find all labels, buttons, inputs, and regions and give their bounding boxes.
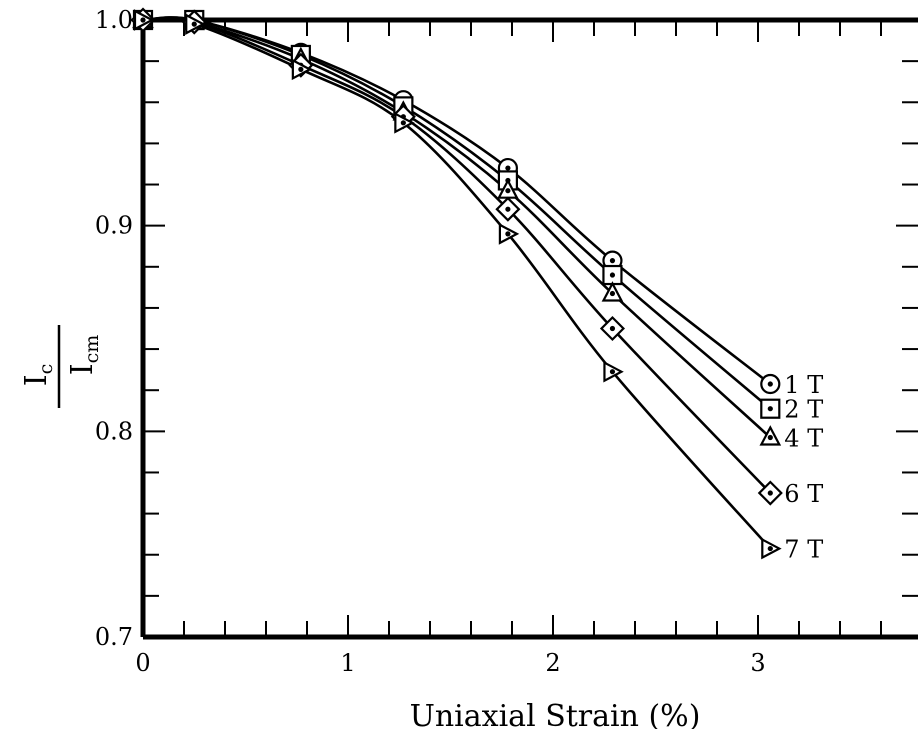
x-axis-title: Uniaxial Strain (%) — [410, 699, 701, 729]
y-axis-numerator-sub: c — [35, 364, 57, 375]
x-tick-label: 3 — [750, 649, 765, 677]
x-tick-label: 0 — [135, 649, 150, 677]
marker-center-dot — [609, 258, 616, 264]
labels: 0 1 2 3 0.7 0.8 0.9 1.0 1 T2 T4 T 6 T 7 T — [95, 6, 823, 677]
y-axis-numerator-main: I — [19, 374, 54, 386]
x-tick-label: 1 — [340, 649, 355, 677]
y-tick-label: 0.9 — [95, 212, 133, 240]
y-tick-label: 0.7 — [95, 623, 133, 651]
y-tick-label: 1.0 — [95, 6, 133, 34]
y-axis-title: Ic Icm — [19, 325, 103, 408]
y-tick-label: 0.8 — [95, 417, 133, 445]
marker-center-dot — [767, 381, 773, 387]
y-axis-denominator: Icm — [65, 335, 103, 376]
marker-center-dot — [767, 545, 773, 552]
marker-center-dot — [767, 490, 773, 496]
y-axis-numerator: Ic — [19, 364, 57, 387]
series-line — [142, 16, 772, 494]
marker-center-dot — [609, 325, 616, 332]
marker-center-dot — [767, 406, 773, 412]
series-markers — [130, 7, 783, 560]
marker-center-dot — [609, 369, 616, 375]
series-label: 2 T — [784, 396, 823, 424]
series-lines — [142, 16, 772, 550]
marker-center-dot — [505, 231, 511, 237]
marker-center-dot — [140, 17, 146, 23]
marker-center-dot — [609, 272, 616, 278]
y-axis-denominator-main: I — [65, 363, 100, 375]
series-label: 7 T — [784, 536, 823, 564]
x-tick-label: 2 — [545, 649, 560, 677]
series-label: 6 T — [784, 480, 823, 508]
marker-center-dot — [505, 165, 511, 171]
ticks — [143, 20, 918, 637]
series-label: 4 T — [784, 425, 823, 453]
series-line — [142, 17, 772, 550]
marker-center-dot — [191, 21, 197, 27]
marker-center-dot — [609, 290, 616, 297]
series-line — [142, 17, 772, 439]
series-label: 1 T — [784, 371, 823, 399]
series-line — [142, 16, 772, 410]
marker-center-dot — [505, 206, 511, 212]
marker-center-dot — [505, 188, 511, 194]
marker-center-dot — [298, 66, 304, 72]
y-axis-denominator-sub: cm — [81, 335, 103, 364]
axes — [140, 17, 918, 640]
marker-center-dot — [767, 434, 773, 441]
marker-center-dot — [400, 120, 406, 126]
